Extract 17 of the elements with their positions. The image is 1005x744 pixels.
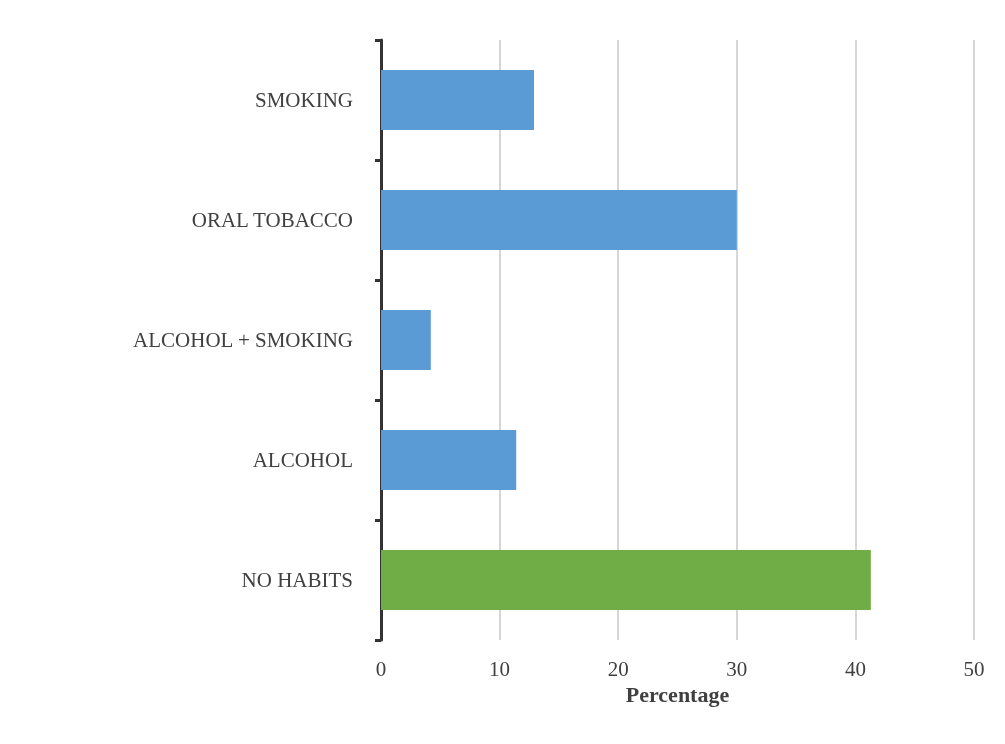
x-tick-label: 20 <box>607 656 629 681</box>
bar <box>381 190 737 250</box>
y-tick-label: ALCOHOL + SMOKING <box>133 328 353 352</box>
y-tick-label: ALCOHOL <box>252 448 353 472</box>
x-axis-title: Percentage <box>625 682 730 708</box>
x-tick-label: 0 <box>375 656 387 681</box>
y-tick-label: SMOKING <box>254 88 353 112</box>
x-tick-label: 10 <box>489 656 511 681</box>
y-tick-label: NO HABITS <box>241 568 353 592</box>
bar <box>381 70 534 130</box>
bar <box>381 550 871 610</box>
x-tick-label: 30 <box>726 656 748 681</box>
bar <box>381 430 517 490</box>
y-tick-label: ORAL TOBACCO <box>191 208 353 232</box>
x-tick-label: 50 <box>963 656 985 681</box>
bar <box>381 310 431 370</box>
x-tick-label: 40 <box>844 656 866 681</box>
